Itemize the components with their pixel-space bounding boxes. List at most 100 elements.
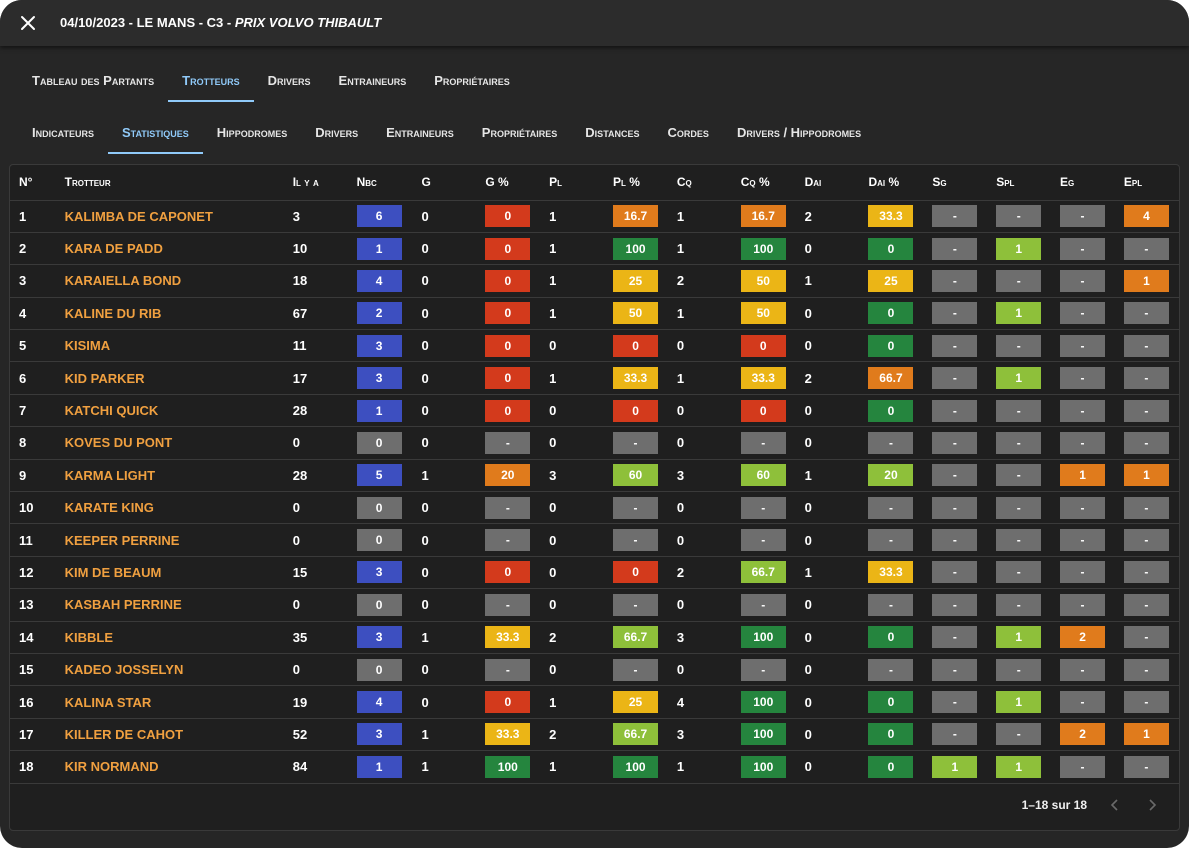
column-header-epl[interactable]: Epl	[1114, 165, 1179, 201]
subtab-cordes[interactable]: Cordes	[667, 124, 709, 140]
column-header-eg[interactable]: Eg	[1051, 165, 1115, 201]
stat-badge-eg: -	[1060, 399, 1106, 422]
horse-name-link[interactable]: KATCHI QUICK	[55, 394, 284, 428]
table-row[interactable]: 18 KIR NORMAND 84 1 1 100 1 100 1 100 0 0 1 1- -	[10, 750, 1179, 784]
stat-badge-nbc: 6	[356, 205, 402, 228]
cell-il-y-a: 0	[283, 653, 348, 687]
subtab-proprietaires[interactable]: Propriétaires	[481, 124, 558, 140]
table-row[interactable]: 14 KIBBLE 35 3 1 33.3 2 66.7 3 100 0 0-1 2-	[10, 621, 1179, 654]
table-row[interactable]: 15 KADEO JOSSELYN 0 0 0-0-0-0- - - - -	[10, 653, 1179, 687]
column-header-n[interactable]: N°	[10, 165, 56, 201]
cell-epl: -	[1114, 361, 1179, 395]
horse-name-link[interactable]: KIR NORMAND	[55, 750, 284, 784]
cell-sg: -	[923, 685, 988, 719]
table-row[interactable]: 1 KALIMBA DE CAPONET 3 6 0 0 1 16.7 1 16.7 2 33.3- -…	[10, 200, 1179, 233]
stat-badge-eg: 1	[1060, 464, 1106, 487]
tab-trotteurs[interactable]: Trotteurs	[168, 58, 255, 102]
close-button[interactable]	[16, 11, 40, 35]
cell-spl: 1	[987, 297, 1052, 331]
cell-il-y-a: 10	[283, 232, 348, 266]
horse-name-link[interactable]: KARA DE PADD	[55, 232, 284, 266]
column-header-il-y-a[interactable]: Il y a	[283, 165, 348, 201]
horse-name-link[interactable]: KARATE KING	[55, 491, 284, 525]
table-row[interactable]: 3 KARAIELLA BOND 18 4 0 0 1 25 2 50 1 25- - -1	[10, 264, 1179, 298]
column-header-pl[interactable]: Pl	[540, 165, 605, 201]
horse-name-link[interactable]: KALINE DU RIB	[55, 297, 284, 331]
column-header-nbc[interactable]: Nbc	[347, 165, 413, 201]
table-row[interactable]: 8 KOVES DU PONT 0 0 0-0-0-0- - - - -	[10, 426, 1179, 460]
subtab-statistiques[interactable]: Statistiques	[107, 110, 203, 154]
horse-name-link[interactable]: KILLER DE CAHOT	[55, 718, 284, 752]
column-header-cq[interactable]: Cq	[667, 165, 732, 201]
column-header-cq[interactable]: Cq %	[731, 165, 796, 201]
column-header-sg[interactable]: Sg	[923, 165, 988, 201]
column-header-dai[interactable]: Dai %	[859, 165, 924, 201]
cell-pl: 0	[540, 556, 605, 590]
horse-name-link[interactable]: KEEPER PERRINE	[55, 523, 284, 557]
subtab-indicateurs[interactable]: Indicateurs	[32, 124, 94, 140]
horse-name-link[interactable]: KARAIELLA BOND	[55, 264, 284, 298]
stat-badge-nbc: 2	[356, 302, 402, 325]
column-header-g[interactable]: G %	[476, 165, 541, 201]
cell-nbc: 4	[347, 685, 413, 719]
horse-name-link[interactable]: KIBBLE	[55, 621, 284, 654]
tab-proprietaires[interactable]: Propriétaires	[434, 72, 510, 88]
horse-name-link[interactable]: KADEO JOSSELYN	[55, 653, 284, 687]
subtab-hippodromes[interactable]: Hippodromes	[216, 124, 288, 140]
cell-g: 0	[476, 394, 541, 428]
horse-name-link[interactable]: KIM DE BEAUM	[55, 556, 284, 590]
column-header-pl[interactable]: Pl %	[604, 165, 668, 201]
subtab-drivers[interactable]: Drivers	[315, 124, 359, 140]
cell-pl: 0	[604, 394, 668, 428]
table-row[interactable]: 5 KISIMA 11 3 0 0 0 0 0 0 0 0- - - -	[10, 329, 1179, 363]
cell-il-y-a: 35	[283, 621, 348, 654]
cell-dai: 0	[795, 232, 860, 266]
cell-pl: 60	[604, 459, 668, 493]
stat-badge-spl: -	[996, 593, 1042, 616]
stat-badge-pl: 0	[613, 334, 659, 357]
column-header-dai[interactable]: Dai	[795, 165, 860, 201]
table-row[interactable]: 6 KID PARKER 17 3 0 0 1 33.3 1 33.3 2 66.7-1- -	[10, 361, 1179, 395]
column-header-spl[interactable]: Spl	[987, 165, 1052, 201]
table-row[interactable]: 11 KEEPER PERRINE 0 0 0-0-0-0- - - - -	[10, 523, 1179, 557]
cell-epl: -	[1114, 588, 1179, 622]
subtab-drivers-hippodromes[interactable]: Drivers / Hippodromes	[736, 124, 862, 140]
subtab-entraineurs[interactable]: Entraineurs	[386, 124, 454, 140]
horse-name-link[interactable]: KALINA STAR	[55, 685, 284, 719]
cell-cq: 1	[667, 750, 732, 784]
previous-page-button[interactable]	[1104, 794, 1126, 816]
cell-pl: 1	[540, 750, 605, 784]
next-page-button[interactable]	[1141, 794, 1163, 816]
horse-name-link[interactable]: KISIMA	[55, 329, 284, 363]
cell-g: 0	[476, 297, 541, 331]
table-row[interactable]: 12 KIM DE BEAUM 15 3 0 0 0 0 2 66.7 1 33.3- - - -	[10, 556, 1179, 590]
table-row[interactable]: 16 KALINA STAR 19 4 0 0 1 25 4 100 0 0-1- -	[10, 685, 1179, 719]
cell-sg: -	[923, 588, 988, 622]
horse-name-link[interactable]: KARMA LIGHT	[55, 459, 284, 493]
horse-name-link[interactable]: KALIMBA DE CAPONET	[55, 200, 284, 233]
table-row[interactable]: 7 KATCHI QUICK 28 1 0 0 0 0 0 0 0 0- - - -	[10, 394, 1179, 428]
table-row[interactable]: 9 KARMA LIGHT 28 5 1 20 3 60 3 60 1 20- -1 1	[10, 459, 1179, 493]
stat-badge-dai: 33.3	[868, 205, 914, 228]
table-row[interactable]: 10 KARATE KING 0 0 0-0-0-0- - - - -	[10, 491, 1179, 525]
table-row[interactable]: 4 KALINE DU RIB 67 2 0 0 1 50 1 50 0 0-1- -	[10, 297, 1179, 331]
tab-entraineurs[interactable]: Entraineurs	[338, 72, 407, 88]
table-row[interactable]: 17 KILLER DE CAHOT 52 3 1 33.3 2 66.7 3 100 0 0- -2 1	[10, 718, 1179, 752]
stat-badge-epl: -	[1123, 691, 1169, 714]
column-header-trotteur[interactable]: Trotteur	[55, 165, 284, 201]
horse-name-link[interactable]: KOVES DU PONT	[55, 426, 284, 460]
horse-name-link[interactable]: KASBAH PERRINE	[55, 588, 284, 622]
cell-n: 5	[10, 329, 56, 363]
horse-name-link[interactable]: KID PARKER	[55, 361, 284, 395]
table-row[interactable]: 13 KASBAH PERRINE 0 0 0-0-0-0- - - - -	[10, 588, 1179, 622]
subtab-distances[interactable]: Distances	[585, 124, 640, 140]
stat-badge-sg: -	[932, 464, 978, 487]
table-row[interactable]: 2 KARA DE PADD 10 1 0 0 1 100 1 100 0 0-1- -	[10, 232, 1179, 266]
tab-tableau-des-partants[interactable]: Tableau des Partants	[32, 72, 155, 88]
stat-badge-spl: 1	[996, 302, 1042, 325]
chevron-right-icon	[1149, 799, 1157, 811]
tab-drivers[interactable]: Drivers	[267, 72, 311, 88]
stat-badge-g: 0	[485, 691, 531, 714]
cell-n: 15	[10, 653, 56, 687]
column-header-g[interactable]: G	[412, 165, 477, 201]
